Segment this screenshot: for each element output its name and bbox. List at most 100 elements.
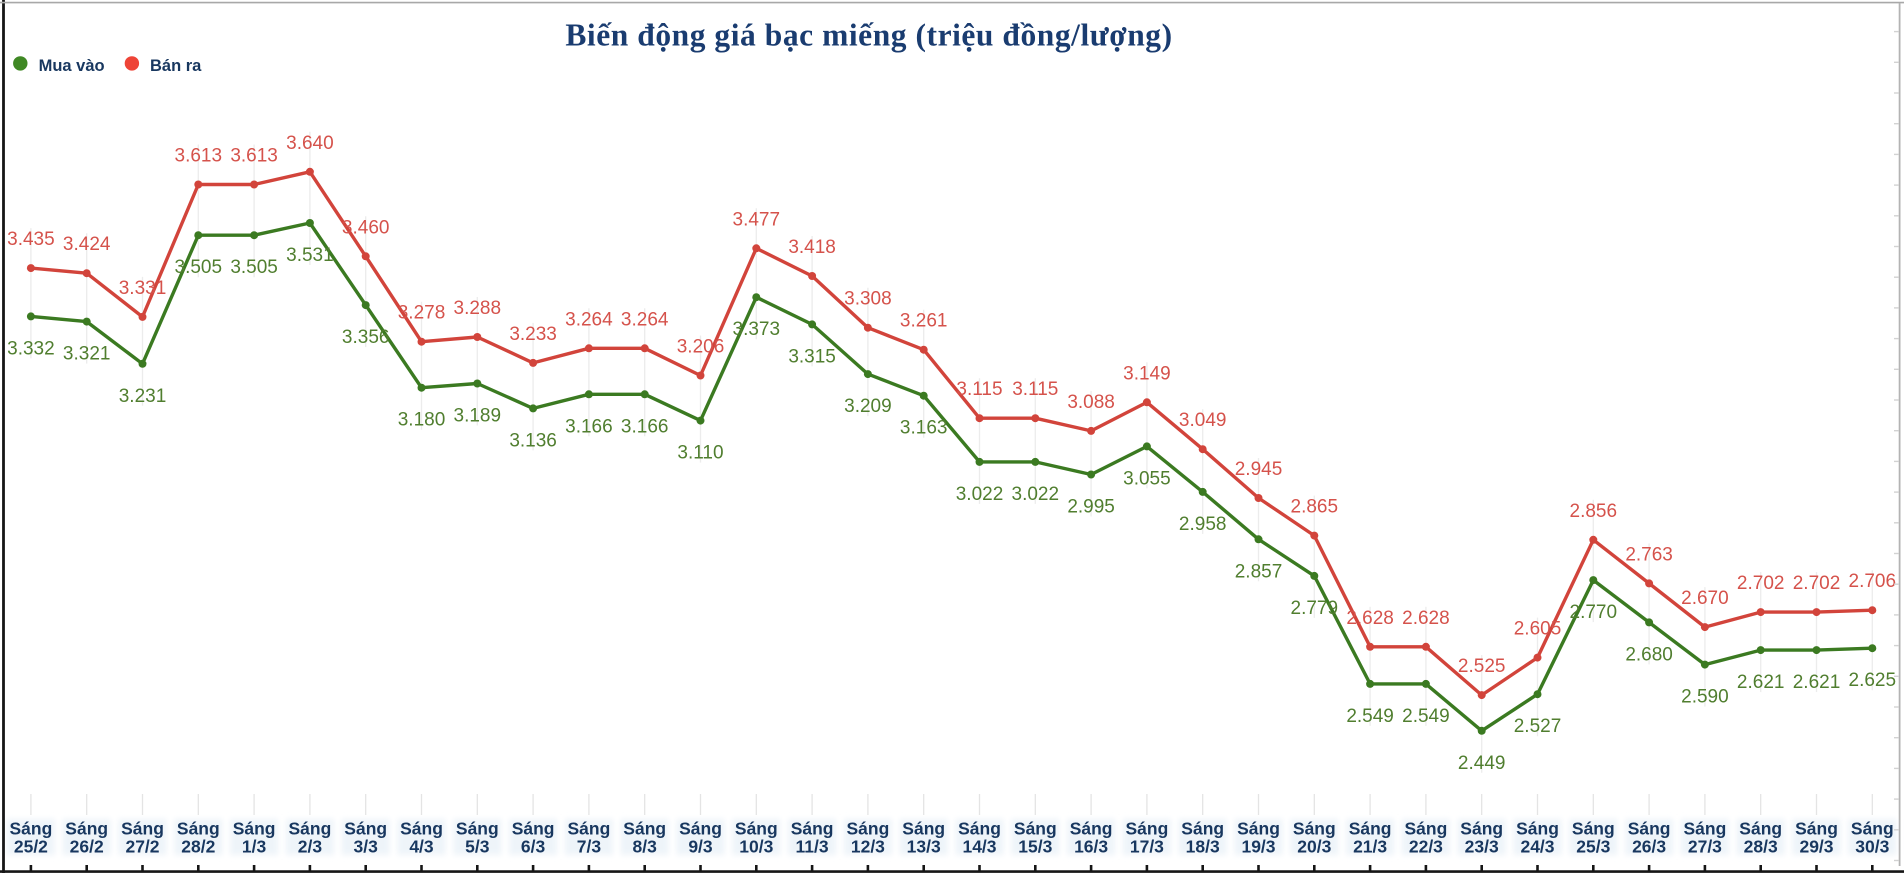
svg-text:3.332: 3.332 (7, 338, 55, 359)
svg-text:2.590: 2.590 (1681, 687, 1729, 708)
svg-text:3.233: 3.233 (509, 324, 557, 345)
svg-text:Sáng: Sáng (902, 819, 945, 839)
svg-text:1/3: 1/3 (242, 837, 267, 857)
svg-text:Bán ra: Bán ra (150, 57, 202, 75)
svg-text:Sáng: Sáng (456, 819, 499, 839)
svg-text:Sáng: Sáng (1628, 819, 1671, 839)
svg-text:Sáng: Sáng (847, 819, 890, 839)
svg-text:2.770: 2.770 (1570, 602, 1618, 623)
svg-text:3.022: 3.022 (1012, 484, 1060, 505)
svg-text:3.209: 3.209 (844, 396, 892, 417)
svg-text:Sáng: Sáng (1572, 819, 1615, 839)
svg-text:2.549: 2.549 (1402, 706, 1450, 727)
svg-text:2.680: 2.680 (1625, 644, 1673, 665)
svg-text:Sáng: Sáng (1181, 819, 1224, 839)
svg-text:Sáng: Sáng (1014, 819, 1057, 839)
svg-text:Sáng: Sáng (958, 819, 1001, 839)
svg-text:2.628: 2.628 (1346, 608, 1394, 629)
svg-text:28/2: 28/2 (181, 837, 215, 857)
svg-text:Sáng: Sáng (289, 819, 332, 839)
svg-text:3.477: 3.477 (733, 209, 781, 230)
svg-text:12/3: 12/3 (851, 837, 885, 857)
svg-text:3.505: 3.505 (175, 257, 223, 278)
svg-text:Sáng: Sáng (1684, 819, 1727, 839)
svg-text:2.856: 2.856 (1570, 501, 1618, 522)
svg-text:17/3: 17/3 (1130, 837, 1164, 857)
svg-text:2/3: 2/3 (298, 837, 323, 857)
svg-text:28/3: 28/3 (1744, 837, 1778, 857)
svg-text:3/3: 3/3 (354, 837, 379, 857)
svg-text:2.621: 2.621 (1737, 672, 1785, 693)
svg-text:Sáng: Sáng (1293, 819, 1336, 839)
svg-text:2.549: 2.549 (1346, 706, 1394, 727)
svg-text:3.088: 3.088 (1067, 392, 1115, 413)
svg-text:3.180: 3.180 (398, 410, 446, 431)
svg-text:3.278: 3.278 (398, 303, 446, 324)
svg-text:3.166: 3.166 (621, 416, 669, 437)
svg-text:30/3: 30/3 (1855, 837, 1889, 857)
svg-text:3.136: 3.136 (509, 430, 557, 451)
svg-text:3.264: 3.264 (565, 309, 613, 330)
svg-text:Sáng: Sáng (791, 819, 834, 839)
svg-text:Sáng: Sáng (1070, 819, 1113, 839)
svg-text:Sáng: Sáng (344, 819, 387, 839)
svg-text:3.418: 3.418 (788, 237, 836, 258)
svg-text:Sáng: Sáng (735, 819, 778, 839)
svg-text:Sáng: Sáng (1237, 819, 1280, 839)
svg-text:Sáng: Sáng (1516, 819, 1559, 839)
svg-text:2.763: 2.763 (1625, 544, 1673, 565)
svg-text:13/3: 13/3 (907, 837, 941, 857)
svg-text:4/3: 4/3 (409, 837, 434, 857)
svg-text:5/3: 5/3 (465, 837, 490, 857)
svg-text:16/3: 16/3 (1074, 837, 1108, 857)
svg-text:3.264: 3.264 (621, 309, 669, 330)
svg-text:23/3: 23/3 (1465, 837, 1499, 857)
svg-text:3.022: 3.022 (956, 484, 1004, 505)
svg-text:Sáng: Sáng (233, 819, 276, 839)
svg-text:15/3: 15/3 (1018, 837, 1052, 857)
svg-text:14/3: 14/3 (962, 837, 996, 857)
svg-text:3.435: 3.435 (7, 229, 55, 250)
svg-text:2.625: 2.625 (1849, 670, 1897, 691)
svg-text:20/3: 20/3 (1297, 837, 1331, 857)
svg-text:3.315: 3.315 (788, 346, 836, 367)
svg-text:3.206: 3.206 (677, 337, 725, 358)
svg-text:3.261: 3.261 (900, 311, 948, 332)
svg-text:3.055: 3.055 (1123, 468, 1171, 489)
svg-text:2.865: 2.865 (1291, 497, 1339, 518)
svg-text:26/2: 26/2 (70, 837, 104, 857)
svg-text:Sáng: Sáng (1739, 819, 1782, 839)
svg-text:3.613: 3.613 (230, 146, 278, 167)
svg-text:3.115: 3.115 (956, 379, 1002, 400)
svg-text:2.670: 2.670 (1681, 588, 1729, 609)
svg-text:2.995: 2.995 (1067, 497, 1115, 518)
svg-text:7/3: 7/3 (577, 837, 602, 857)
svg-text:2.702: 2.702 (1737, 573, 1785, 594)
svg-text:Sáng: Sáng (10, 819, 53, 839)
svg-text:26/3: 26/3 (1632, 837, 1666, 857)
svg-text:8/3: 8/3 (633, 837, 658, 857)
svg-text:6/3: 6/3 (521, 837, 546, 857)
svg-text:24/3: 24/3 (1520, 837, 1554, 857)
svg-text:3.531: 3.531 (286, 245, 334, 266)
svg-text:2.628: 2.628 (1402, 608, 1450, 629)
svg-text:2.779: 2.779 (1291, 598, 1339, 619)
svg-text:22/3: 22/3 (1409, 837, 1443, 857)
svg-text:Sáng: Sáng (1126, 819, 1169, 839)
svg-text:3.424: 3.424 (63, 234, 111, 255)
svg-text:3.640: 3.640 (286, 133, 334, 154)
svg-text:2.857: 2.857 (1235, 561, 1283, 582)
svg-text:Sáng: Sáng (177, 819, 220, 839)
svg-text:3.288: 3.288 (454, 298, 502, 319)
svg-text:3.460: 3.460 (342, 217, 390, 238)
svg-text:18/3: 18/3 (1186, 837, 1220, 857)
svg-text:2.525: 2.525 (1458, 656, 1506, 677)
svg-text:Sáng: Sáng (65, 819, 108, 839)
svg-text:3.166: 3.166 (565, 416, 613, 437)
svg-text:Sáng: Sáng (1405, 819, 1448, 839)
svg-text:3.356: 3.356 (342, 327, 390, 348)
svg-text:2.621: 2.621 (1793, 672, 1841, 693)
svg-text:11/3: 11/3 (796, 837, 829, 857)
svg-text:25/2: 25/2 (14, 837, 48, 857)
svg-text:2.945: 2.945 (1235, 459, 1283, 480)
